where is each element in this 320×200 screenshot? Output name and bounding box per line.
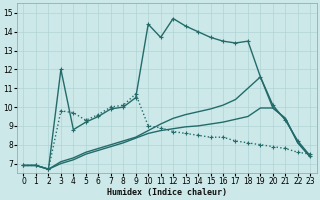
X-axis label: Humidex (Indice chaleur): Humidex (Indice chaleur) [107,188,227,197]
